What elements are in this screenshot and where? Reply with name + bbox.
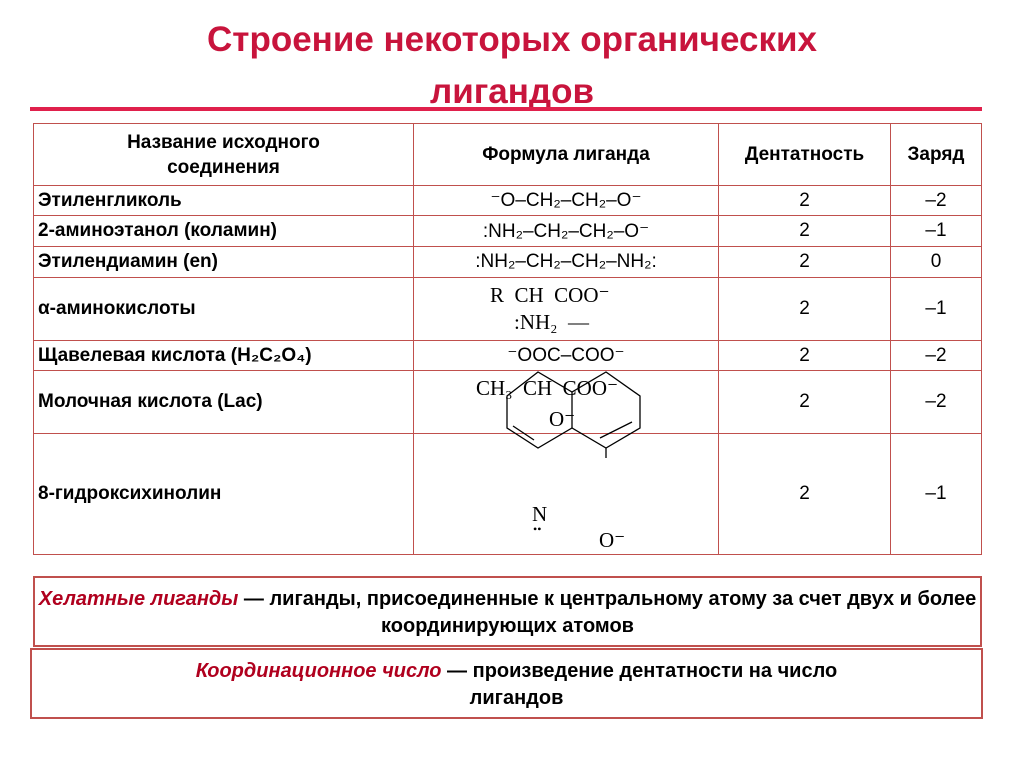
formula-lone-pair: •• [533, 522, 542, 536]
slide-title-line2: лигандов [429, 72, 595, 111]
formula-line1: R CH COO⁻ [490, 283, 610, 307]
definition-term: Хелатные лиганды [38, 588, 239, 610]
row-charge: –1 [890, 433, 982, 555]
definition-coordination-number: Координационное число — произведение ден… [30, 648, 983, 719]
slide-title-line1: Строение некоторых органических [207, 20, 817, 59]
title-divider [30, 107, 982, 111]
definition-term: Координационное число [195, 660, 442, 682]
formula-line2: O⁻ [549, 407, 576, 431]
formula-nitrogen: N [532, 502, 548, 526]
row-formula: N •• O⁻ [413, 433, 719, 555]
definition-text: — лиганды, присоединенные к центральному… [238, 588, 977, 637]
formula-oxygen: O⁻ [599, 528, 626, 552]
header-name: Название исходного соединения [33, 123, 414, 186]
definition-text: — произведение дентатности на число лига… [441, 660, 838, 709]
definition-chelate: Хелатные лиганды — лиганды, присоединенн… [33, 576, 982, 647]
formula-line2: :NH₂ — [514, 310, 589, 334]
formula-line1: CH₃ CH COO⁻ [476, 376, 619, 400]
